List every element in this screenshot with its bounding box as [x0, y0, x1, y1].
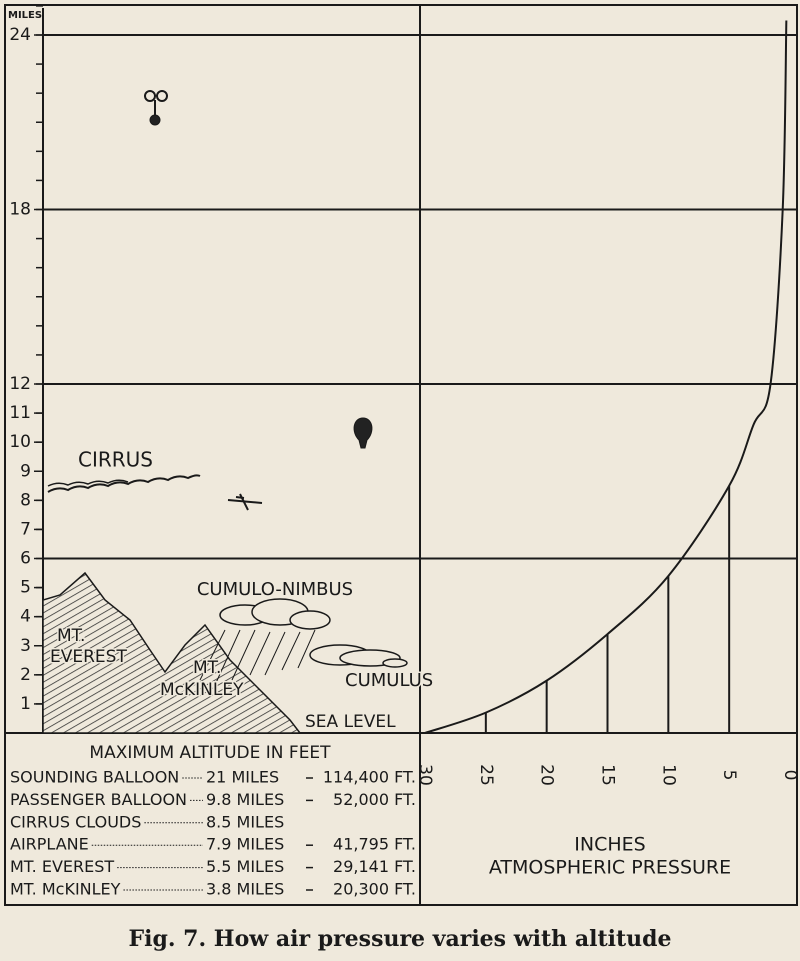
x-tick-label: 0 — [780, 770, 800, 781]
row-feet: 41,795 FT. — [333, 835, 416, 854]
row-feet: 52,000 FT. — [333, 790, 416, 809]
row-feet: 20,300 FT. — [333, 880, 416, 899]
y-tick-label: 3 — [20, 636, 31, 656]
annotation: MT. — [193, 658, 221, 678]
row-feet: 29,141 FT. — [333, 857, 416, 876]
y-tick-label: 1 — [20, 694, 31, 714]
annotation: CUMULUS — [345, 670, 433, 691]
annotation: EVEREST — [50, 647, 127, 667]
row-name: CIRRUS CLOUDS — [10, 812, 141, 831]
row-name: MT. McKINLEY — [10, 880, 121, 899]
y-tick-label: 10 — [9, 432, 31, 452]
y-tick-label: 7 — [20, 519, 31, 539]
y-tick-label: 5 — [20, 578, 31, 598]
x-tick-label: 10 — [658, 764, 678, 786]
y-tick-label: 8 — [20, 490, 31, 510]
y-tick-label: 24 — [9, 25, 31, 45]
x-tick-label: 20 — [537, 764, 557, 786]
y-tick-label: 2 — [20, 665, 31, 685]
row-miles: 5.5 MILES — [206, 857, 284, 876]
x-axis-label: INCHES — [574, 834, 645, 856]
row-miles: 9.8 MILES — [206, 790, 284, 809]
annotation: SEA LEVEL — [305, 712, 396, 732]
row-name: AIRPLANE — [10, 835, 89, 854]
x-axis-sublabel: ATMOSPHERIC PRESSURE — [489, 857, 731, 879]
x-tick-label: 15 — [598, 764, 618, 786]
table-title: MAXIMUM ALTITUDE IN FEET — [89, 743, 331, 763]
y-tick-label: 18 — [9, 200, 31, 220]
row-name: PASSENGER BALLOON — [10, 790, 187, 809]
row-miles: 7.9 MILES — [206, 835, 284, 854]
x-tick-label: 5 — [719, 770, 739, 781]
row-feet: 114,400 FT. — [323, 768, 416, 787]
row-name: MT. EVEREST — [10, 857, 114, 876]
annotation: CUMULO-NIMBUS — [197, 579, 353, 600]
annotation: CIRRUS — [78, 448, 153, 472]
caption: Fig. 7. How air pressure varies with alt… — [128, 926, 671, 952]
y-tick-label: 4 — [20, 607, 31, 627]
row-name: SOUNDING BALLOON — [10, 768, 179, 787]
illustrations — [42, 90, 408, 734]
y-tick-label: 11 — [9, 403, 31, 423]
frame — [4, 4, 798, 906]
row-miles: 21 MILES — [206, 768, 279, 787]
row-miles: 3.8 MILES — [206, 880, 284, 899]
y-axis-label: MILES — [8, 10, 42, 21]
pressure-curve — [424, 20, 788, 734]
y-tick-label: 6 — [20, 549, 31, 569]
x-tick-label: 25 — [476, 764, 496, 786]
annotation: McKINLEY — [160, 680, 244, 700]
annotation: MT. — [57, 626, 85, 646]
row-miles: 8.5 MILES — [206, 812, 284, 831]
y-tick-label: 9 — [20, 461, 31, 481]
x-tick-label: 30 — [415, 764, 435, 786]
y-tick-label: 12 — [9, 374, 31, 394]
